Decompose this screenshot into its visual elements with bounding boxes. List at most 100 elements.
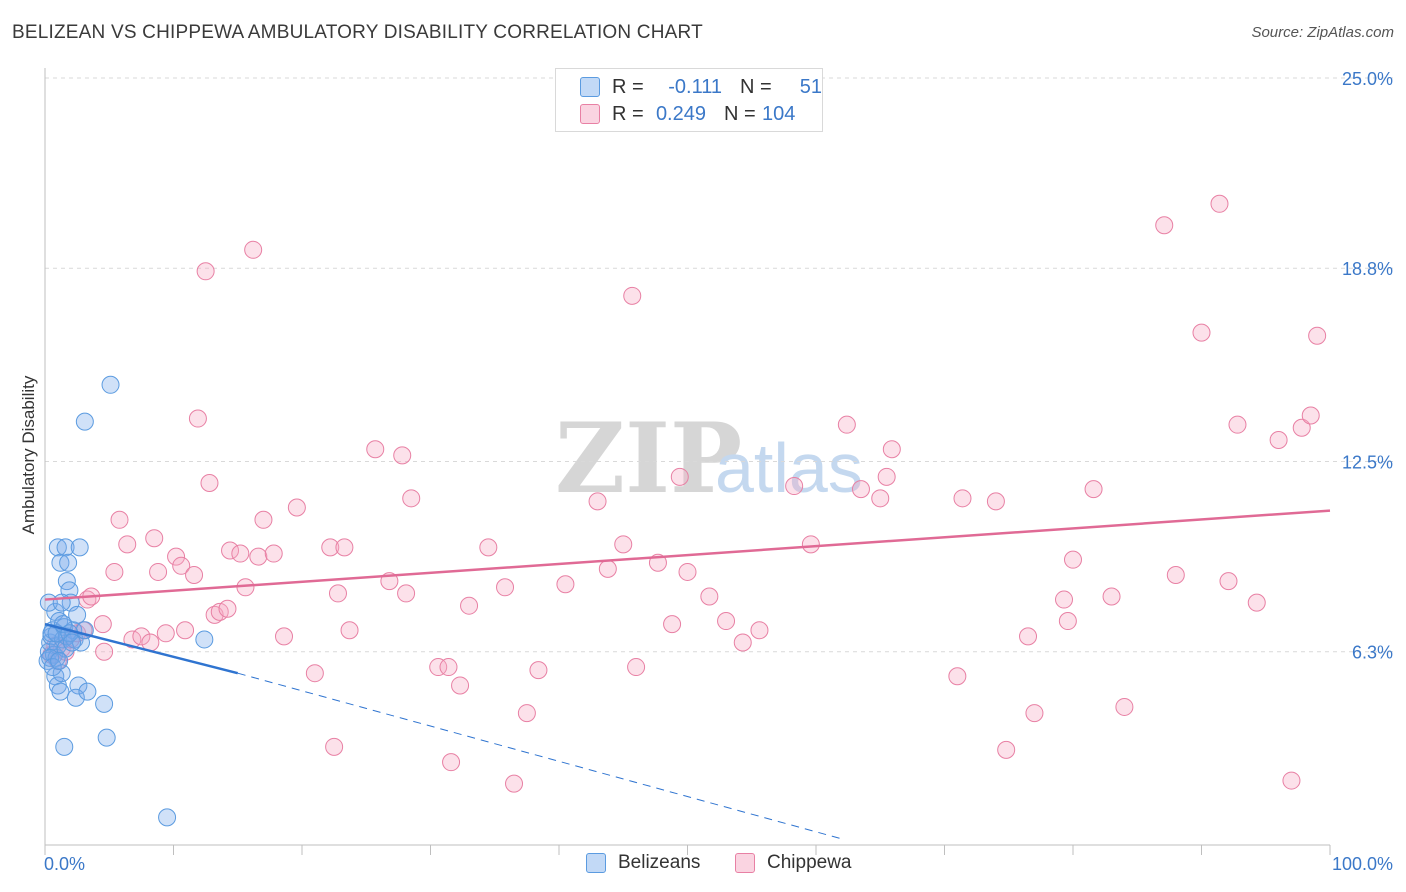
belizean-point: [51, 682, 70, 701]
bottom-legend-label: Chippewa: [767, 852, 852, 873]
belizean-point: [70, 538, 89, 557]
chippewa-point: [439, 658, 458, 677]
chippewa-point: [145, 529, 164, 548]
chippewa-point: [733, 633, 752, 652]
belizean-point: [195, 630, 214, 649]
chippewa-point: [393, 446, 412, 465]
belizean-point: [59, 553, 78, 572]
chippewa-point: [1084, 480, 1103, 499]
chippewa-point: [328, 584, 347, 603]
belizean-point: [78, 682, 97, 701]
chippewa-point: [275, 627, 294, 646]
chippewa-point: [785, 477, 804, 496]
belizean-point: [50, 651, 69, 670]
chippewa-point: [663, 615, 682, 634]
chippewa-point: [305, 664, 324, 683]
chippewa-point: [700, 587, 719, 606]
bottom-legend-belizeans: Belizeans: [586, 852, 700, 874]
chippewa-point: [451, 676, 470, 695]
chippewa-point: [598, 559, 617, 578]
chippewa-point: [218, 599, 237, 618]
bottom-legend-label: Belizeans: [618, 852, 701, 873]
chippewa-point: [185, 566, 204, 585]
belizean-point: [95, 694, 114, 713]
chippewa-point: [188, 409, 207, 428]
chippewa-point: [340, 621, 359, 640]
chippewa-point: [1166, 566, 1185, 585]
chippewa-point: [200, 473, 219, 492]
belizean-point: [56, 538, 75, 557]
chippewa-point: [1282, 771, 1301, 790]
chippewa-point: [882, 440, 901, 459]
chippewa-point: [877, 467, 896, 486]
chippewa-point: [244, 240, 263, 259]
chippewa-point: [1228, 415, 1247, 434]
legend-swatch-pink: [580, 104, 600, 124]
chippewa-point: [1115, 697, 1134, 716]
belizean-point: [62, 633, 81, 652]
chippewa-point: [556, 575, 575, 594]
legend-r-label: R =: [612, 102, 644, 125]
chippewa-point: [670, 467, 689, 486]
chippewa-point: [149, 562, 168, 581]
chippewa-point: [627, 658, 646, 677]
chippewa-point: [948, 667, 967, 686]
chippewa-point: [997, 740, 1016, 759]
bottom-swatch-blue: [586, 853, 606, 873]
chippewa-point: [366, 440, 385, 459]
chippewa-point: [118, 535, 137, 554]
legend-n-value: 104: [762, 102, 796, 125]
chippewa-point: [196, 262, 215, 281]
chippewa-point: [287, 498, 306, 517]
bottom-swatch-pink: [735, 853, 755, 873]
belizean-point: [52, 593, 71, 612]
legend-n-label: N =: [740, 75, 772, 98]
watermark-zip: ZIP: [555, 402, 742, 515]
chippewa-point: [335, 538, 354, 557]
chippewa-point: [93, 615, 112, 634]
chippewa-point: [1292, 418, 1311, 437]
belizean-point: [66, 688, 85, 707]
y-axis-label: Ambulatory Disability: [19, 375, 38, 534]
chippewa-point: [851, 480, 870, 499]
chippewa-point: [1219, 572, 1238, 591]
belizean-point: [68, 605, 87, 624]
chippewa-point: [1058, 612, 1077, 631]
bottom-legend-chippewa: Chippewa: [735, 852, 852, 874]
chippewa-point: [325, 737, 344, 756]
chippewa-point: [1055, 590, 1074, 609]
belizean-point: [101, 375, 120, 394]
chippewa-point: [460, 596, 479, 615]
legend-r-value: 0.249: [655, 102, 706, 125]
chippewa-point: [249, 547, 268, 566]
chippewa-point: [953, 489, 972, 508]
chart-title: BELIZEAN VS CHIPPEWA AMBULATORY DISABILI…: [12, 22, 703, 43]
chippewa-point: [479, 538, 498, 557]
chippewa-point: [1019, 627, 1038, 646]
chippewa-point: [442, 753, 461, 772]
chippewa-point: [264, 544, 283, 563]
chippewa-point: [1155, 216, 1174, 235]
chippewa-point: [517, 704, 536, 723]
belizean-point: [55, 737, 74, 756]
chippewa-point: [110, 510, 129, 529]
x-tick-label-min: 0.0%: [44, 854, 85, 874]
chippewa-point: [397, 584, 416, 603]
legend-swatch-blue: [580, 77, 600, 97]
chippewa-point: [221, 541, 240, 560]
chippewa-point: [172, 556, 191, 575]
y-tick-label: 6.3%: [1352, 643, 1393, 663]
x-tick-label-max: 100.0%: [1332, 854, 1393, 874]
chippewa-point: [871, 489, 890, 508]
chippewa-point: [1247, 593, 1266, 612]
legend-r-value: -0.111: [668, 75, 722, 98]
belizean-point: [75, 412, 94, 431]
legend-row-belizeans: R = -0.111 N = 51: [580, 75, 822, 99]
belizean-point: [48, 538, 67, 557]
belizean-point: [97, 728, 116, 747]
chippewa-point: [254, 510, 273, 529]
y-tick-label: 12.5%: [1342, 453, 1393, 473]
belizean-point: [158, 808, 177, 827]
chippewa-point: [801, 535, 820, 554]
legend-n-value: 51: [799, 75, 822, 98]
